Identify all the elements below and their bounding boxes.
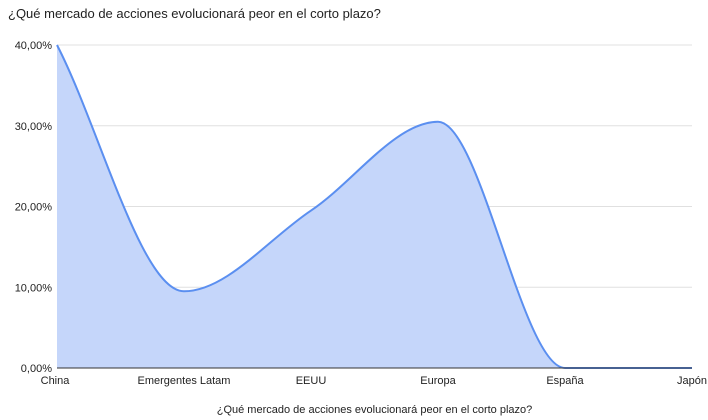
y-tick-label: 40,00% (15, 40, 53, 52)
x-tick-label: España (546, 375, 584, 387)
x-axis-ticks: China Emergentes Latam EEUU Europa España Jap… (41, 375, 707, 387)
y-tick-label: 20,00% (15, 202, 53, 214)
y-axis-ticks: 0,00% 10,00% 20,00% 30,00% 40,00% (15, 40, 53, 375)
y-tick-label: 30,00% (15, 121, 53, 133)
y-tick-label: 0,00% (21, 363, 52, 375)
y-tick-label: 10,00% (15, 282, 53, 294)
x-axis-title: ¿Qué mercado de acciones evolucionará pe… (217, 404, 533, 416)
x-tick-label: Emergentes Latam (138, 375, 231, 387)
x-tick-label: EEUU (296, 375, 327, 387)
x-tick-label: Europa (420, 375, 456, 387)
chart-title: ¿Qué mercado de acciones evolucionará pe… (8, 6, 381, 21)
x-tick-label: Japón (677, 375, 707, 387)
area-fill (57, 45, 692, 368)
x-tick-label: China (41, 375, 71, 387)
